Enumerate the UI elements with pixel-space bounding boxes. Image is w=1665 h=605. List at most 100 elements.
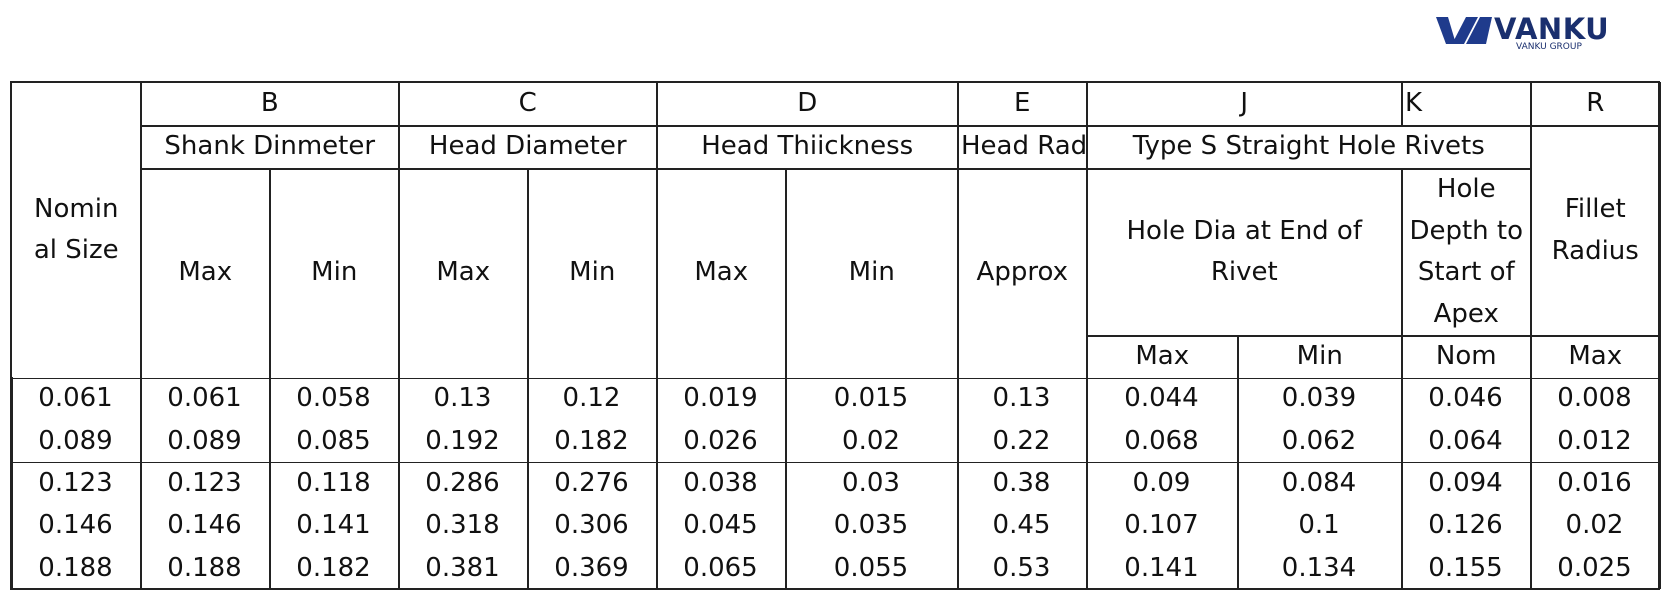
column-line	[398, 377, 400, 589]
header-cell: Min	[785, 168, 959, 379]
column-line	[269, 377, 271, 589]
column-line	[527, 377, 529, 589]
header-cell: R	[1530, 82, 1661, 127]
header-cell: Max	[140, 168, 271, 379]
header-cell: Max	[656, 168, 787, 379]
logo: VANKU VANKU GROUP	[1436, 12, 1616, 52]
data-cell: 0.53	[992, 552, 1051, 583]
data-cell: 0.008	[1557, 383, 1632, 414]
header-cell: Type S Straight Hole Rivets	[1086, 125, 1532, 170]
header-cell: Head Diameter	[398, 125, 658, 170]
data-cell: 0.026	[683, 425, 758, 456]
data-cell: 0.369	[554, 552, 629, 583]
header-cell: Head Radius	[957, 125, 1088, 170]
data-cell: 0.12	[562, 383, 621, 414]
header-cell: K	[1401, 82, 1532, 127]
data-cell: 0.22	[992, 425, 1051, 456]
data-cell: 0.089	[38, 425, 113, 456]
header-cell: Hole Depth to Start of Apex	[1401, 168, 1532, 337]
logo-sub: VANKU GROUP	[1516, 42, 1582, 52]
column-line	[1237, 377, 1239, 589]
header-cell: Min	[269, 168, 400, 379]
data-cell: 0.123	[38, 467, 113, 498]
data-cell: 0.089	[167, 425, 242, 456]
data-cell: 0.381	[425, 552, 500, 583]
data-cell: 0.068	[1124, 425, 1199, 456]
data-cell: 0.276	[554, 467, 629, 498]
data-cell: 0.084	[1281, 467, 1357, 498]
header-cell: Approx	[957, 168, 1088, 379]
data-cell: 0.019	[683, 383, 758, 414]
data-cell: 0.155	[1428, 552, 1503, 583]
data-cell: 0.107	[1124, 510, 1199, 541]
data-cell: 0.062	[1281, 425, 1357, 456]
data-cell: 0.182	[554, 425, 629, 456]
data-cell: 0.182	[296, 552, 371, 583]
data-cell: 0.046	[1428, 383, 1503, 414]
data-cell: 0.141	[296, 510, 371, 541]
data-cell: 0.1	[1298, 510, 1340, 541]
data-cell: 0.306	[554, 510, 629, 541]
data-cell: 0.286	[425, 467, 500, 498]
logo-icon	[1436, 17, 1492, 44]
header-cell: Head Thiickness	[656, 125, 959, 170]
column-line	[957, 377, 959, 589]
data-cell: 0.118	[296, 467, 371, 498]
column-line	[1401, 377, 1403, 589]
row-separator	[11, 461, 1659, 464]
column-line	[11, 377, 13, 589]
logo-brand: VANKU	[1494, 12, 1610, 46]
header-cell: D	[656, 82, 959, 127]
column-line	[656, 377, 658, 589]
data-cell: 0.044	[1124, 383, 1199, 414]
data-cell: 0.064	[1428, 425, 1503, 456]
data-cell: 0.13	[433, 383, 492, 414]
data-cell: 0.38	[992, 467, 1051, 498]
data-cell: 0.016	[1557, 467, 1632, 498]
data-cell: 0.015	[833, 383, 909, 414]
data-cell: 0.061	[167, 383, 242, 414]
data-cell: 0.318	[425, 510, 500, 541]
data-cell: 0.134	[1281, 552, 1357, 583]
header-cell: Min	[1237, 335, 1403, 379]
column-line	[1530, 377, 1532, 589]
data-cell: 0.02	[1565, 510, 1624, 541]
data-cell: 0.146	[167, 510, 242, 541]
data-cell: 0.094	[1428, 467, 1503, 498]
column-line	[1086, 377, 1088, 589]
column-line	[140, 377, 142, 589]
data-cell: 0.192	[425, 425, 500, 456]
header-cell: Nominal Size	[11, 82, 142, 379]
data-cell: 0.055	[833, 552, 909, 583]
header-cell: Max	[1086, 335, 1239, 379]
header-cell: Shank Dinmeter	[140, 125, 400, 170]
header-cell: E	[957, 82, 1088, 127]
data-cell: 0.035	[833, 510, 909, 541]
data-cell: 0.058	[296, 383, 371, 414]
data-cell: 0.141	[1124, 552, 1199, 583]
data-cell: 0.03	[842, 467, 900, 498]
data-cell: 0.065	[683, 552, 758, 583]
data-cell: 0.188	[167, 552, 242, 583]
column-line	[1659, 377, 1661, 589]
data-cell: 0.038	[683, 467, 758, 498]
data-cell: 0.13	[992, 383, 1051, 414]
data-cell: 0.09	[1132, 467, 1191, 498]
data-cell: 0.45	[992, 510, 1051, 541]
data-cell: 0.039	[1281, 383, 1357, 414]
header-cell: Nom	[1401, 335, 1532, 379]
header-cell: Max	[1530, 335, 1661, 379]
column-line	[785, 377, 787, 589]
data-cell: 0.012	[1557, 425, 1632, 456]
data-cell: 0.146	[38, 510, 113, 541]
data-cell: 0.061	[38, 383, 113, 414]
data-cell: 0.085	[296, 425, 371, 456]
data-cell: 0.025	[1557, 552, 1632, 583]
data-cell: 0.126	[1428, 510, 1503, 541]
header-cell: Fillet Radius	[1530, 125, 1661, 337]
header-cell: J	[1086, 82, 1403, 127]
data-cell: 0.045	[683, 510, 758, 541]
header-cell: Hole Dia at End of Rivet	[1086, 168, 1403, 337]
